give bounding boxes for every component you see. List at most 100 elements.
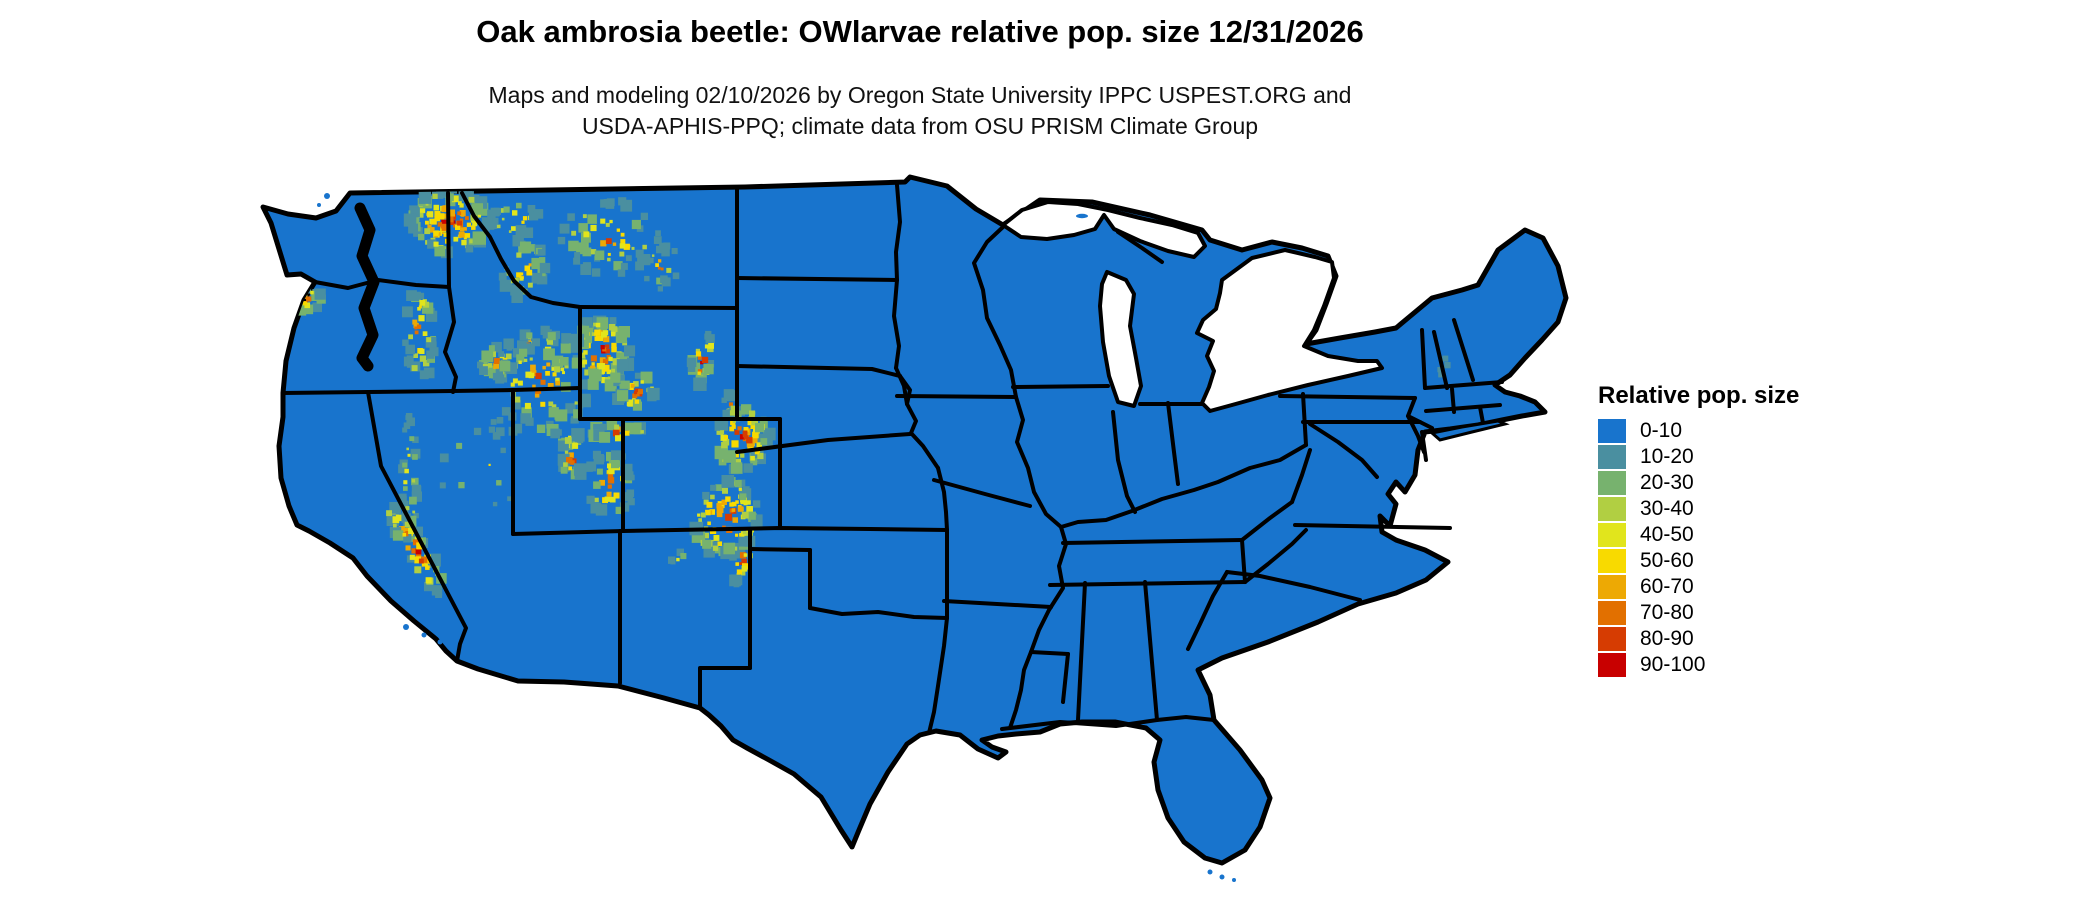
hotspot-cell-south-cascades-wa — [402, 306, 413, 318]
hotspot-cell-colorado-san-juan — [721, 499, 727, 505]
hotspot-cell-ne-washington — [499, 208, 504, 213]
hotspot-cell-sierra-nevada — [414, 566, 422, 574]
hotspot-cell-colorado-north — [716, 428, 724, 435]
hotspot-cell-colorado-north — [730, 405, 738, 413]
hotspot-cell-sangre-de-cristo — [735, 562, 739, 566]
hotspot-cell-colorado-north — [749, 410, 756, 417]
legend-swatch — [1598, 549, 1626, 573]
hotspot-cell-utah-plateaus — [586, 495, 595, 504]
hotspot-cell-north-cascades — [457, 220, 462, 226]
hotspot-cell-wallowa-mountains — [526, 332, 533, 339]
hotspot-cell-colorado-north — [750, 455, 755, 461]
state-border — [1059, 443, 1308, 529]
hotspot-cell-bitterroot-range — [499, 279, 512, 292]
hotspot-cell-north-cascades — [427, 211, 433, 217]
hotspot-cell-north-cascades — [451, 195, 459, 203]
hotspot-cell-colorado-north — [757, 452, 764, 460]
state-border — [927, 616, 949, 735]
hotspot-cell-oregon-cascades — [412, 510, 416, 514]
hotspot-cell-yellowstone-absaroka — [612, 358, 620, 366]
hotspot-cell-oregon-cascades — [409, 436, 415, 442]
hotspot-cell-sierra-nevada — [386, 510, 392, 517]
state-border — [1293, 523, 1452, 530]
hotspot-cell-north-cascades — [441, 223, 449, 231]
state-border — [1432, 330, 1449, 390]
hotspot-cell-wind-river-range — [620, 380, 630, 390]
hotspot-cell-western-montana — [605, 222, 610, 227]
state-border — [1116, 230, 1164, 264]
hotspot-cell-central-idaho — [551, 355, 564, 368]
hotspot-cell-ne-washington — [494, 210, 500, 216]
hotspot-cell-western-montana — [631, 246, 635, 250]
legend-item-10-20: 10-20 — [1598, 444, 1858, 470]
hotspot-cell-western-montana — [559, 223, 570, 234]
state-border — [1308, 422, 1379, 479]
hotspot-cell-wasatch-range — [574, 463, 587, 476]
hotspot-cell-south-cascades-wa — [425, 337, 437, 348]
hotspot-cell-central-idaho — [516, 354, 525, 363]
hotspot-cell-colorado-san-juan — [700, 512, 706, 518]
hotspot-cell-oregon-cascades — [403, 534, 412, 543]
hotspot-cell-yellowstone-absaroka — [615, 332, 627, 344]
hotspot-cell-colorado-san-juan — [717, 541, 723, 546]
hotspot-cell-utah-plateaus — [609, 496, 616, 503]
hotspot-cell-blue-mountains — [512, 348, 523, 358]
state-borders — [281, 183, 1504, 735]
hotspot-cell-bighorn-mountains — [708, 343, 714, 349]
hotspot-cell-oregon-cascades — [403, 480, 408, 485]
hotspot-cell-central-idaho — [579, 393, 591, 405]
hotspot-cell-oregon-cascades — [410, 448, 421, 459]
hotspot-cell-western-montana — [587, 214, 597, 224]
hotspot-cell-olympic-mountains — [312, 302, 322, 313]
hotspot-cell-sierra-nevada — [392, 530, 404, 541]
hotspot-cell-colorado-san-juan — [716, 506, 724, 513]
hotspot-cell-north-cascades — [458, 201, 462, 205]
hotspot-cell-central-idaho — [540, 379, 546, 385]
hotspot-cell-western-montana — [600, 240, 607, 247]
hotspot-cell-colorado-san-juan — [712, 545, 719, 551]
state-border — [1061, 652, 1070, 704]
hotspot-cell-wind-river-range — [635, 392, 640, 397]
hotspot-cell-central-idaho — [524, 358, 528, 362]
state-border — [1423, 380, 1504, 390]
hotspot-cell-south-cascades-wa — [426, 350, 435, 359]
hotspot-cell-central-idaho — [525, 371, 532, 378]
hotspot-cell-oregon-cascades — [402, 427, 408, 433]
hotspot-cell-wasatch-range — [557, 453, 570, 466]
hotspot-cell-colorado-north — [756, 442, 762, 448]
hotspot-cell-sierra-nevada — [418, 558, 424, 564]
hotspot-cell-yellowstone-absaroka — [590, 365, 596, 371]
hotspot-cell-utah-plateaus — [610, 450, 621, 461]
hotspot-cell-olympic-mountains — [286, 296, 294, 304]
hotspot-cell-south-cascades-wa — [413, 295, 420, 301]
hotspot-cell-yellowstone-absaroka — [596, 317, 609, 329]
hotspot-cell-wasatch-range — [566, 457, 573, 464]
hotspot-cell-bitterroot-range — [516, 252, 522, 258]
hotspot-cell-north-cascades — [459, 203, 464, 208]
hotspot-cell-uinta-mountains — [606, 419, 618, 431]
hotspot-cell-blue-mountains — [505, 353, 512, 360]
hotspot-cell-bighorn-mountains — [687, 364, 696, 372]
hotspot-cell-ne-washington — [516, 202, 522, 209]
state-border — [443, 285, 458, 394]
hotspot-cell-colorado-san-juan — [707, 521, 711, 526]
hotspot-cell-north-cascades — [434, 230, 439, 235]
hotspot-cell-wallowa-mountains — [519, 329, 531, 341]
hotspot-cell-western-montana — [580, 264, 592, 275]
hotspot-cell-colorado-north — [724, 435, 728, 440]
hotspot-cell-oregon-cascades — [398, 464, 408, 474]
hotspot-cell-blue-mountains — [491, 341, 502, 353]
hotspot-cell-yellowstone-absaroka — [603, 336, 610, 343]
hotspot-cell-south-cascades-wa — [405, 344, 415, 355]
hotspot-cell-nevada-ranges — [473, 427, 482, 436]
legend-swatch — [1598, 471, 1626, 495]
hotspot-cell-utah-plateaus — [615, 506, 623, 514]
hotspot-cell-central-idaho — [551, 404, 557, 409]
hotspot-cell-nevada-ranges — [439, 453, 449, 463]
hotspot-cell-colorado-san-juan — [723, 542, 735, 555]
small-islands — [317, 193, 1236, 882]
hotspot-cell-north-cascades — [471, 203, 483, 215]
hotspot-cell-ne-washington — [533, 209, 544, 219]
hotspot-cell-wind-river-range — [634, 399, 640, 404]
hotspot-cell-uinta-mountains — [623, 422, 631, 430]
